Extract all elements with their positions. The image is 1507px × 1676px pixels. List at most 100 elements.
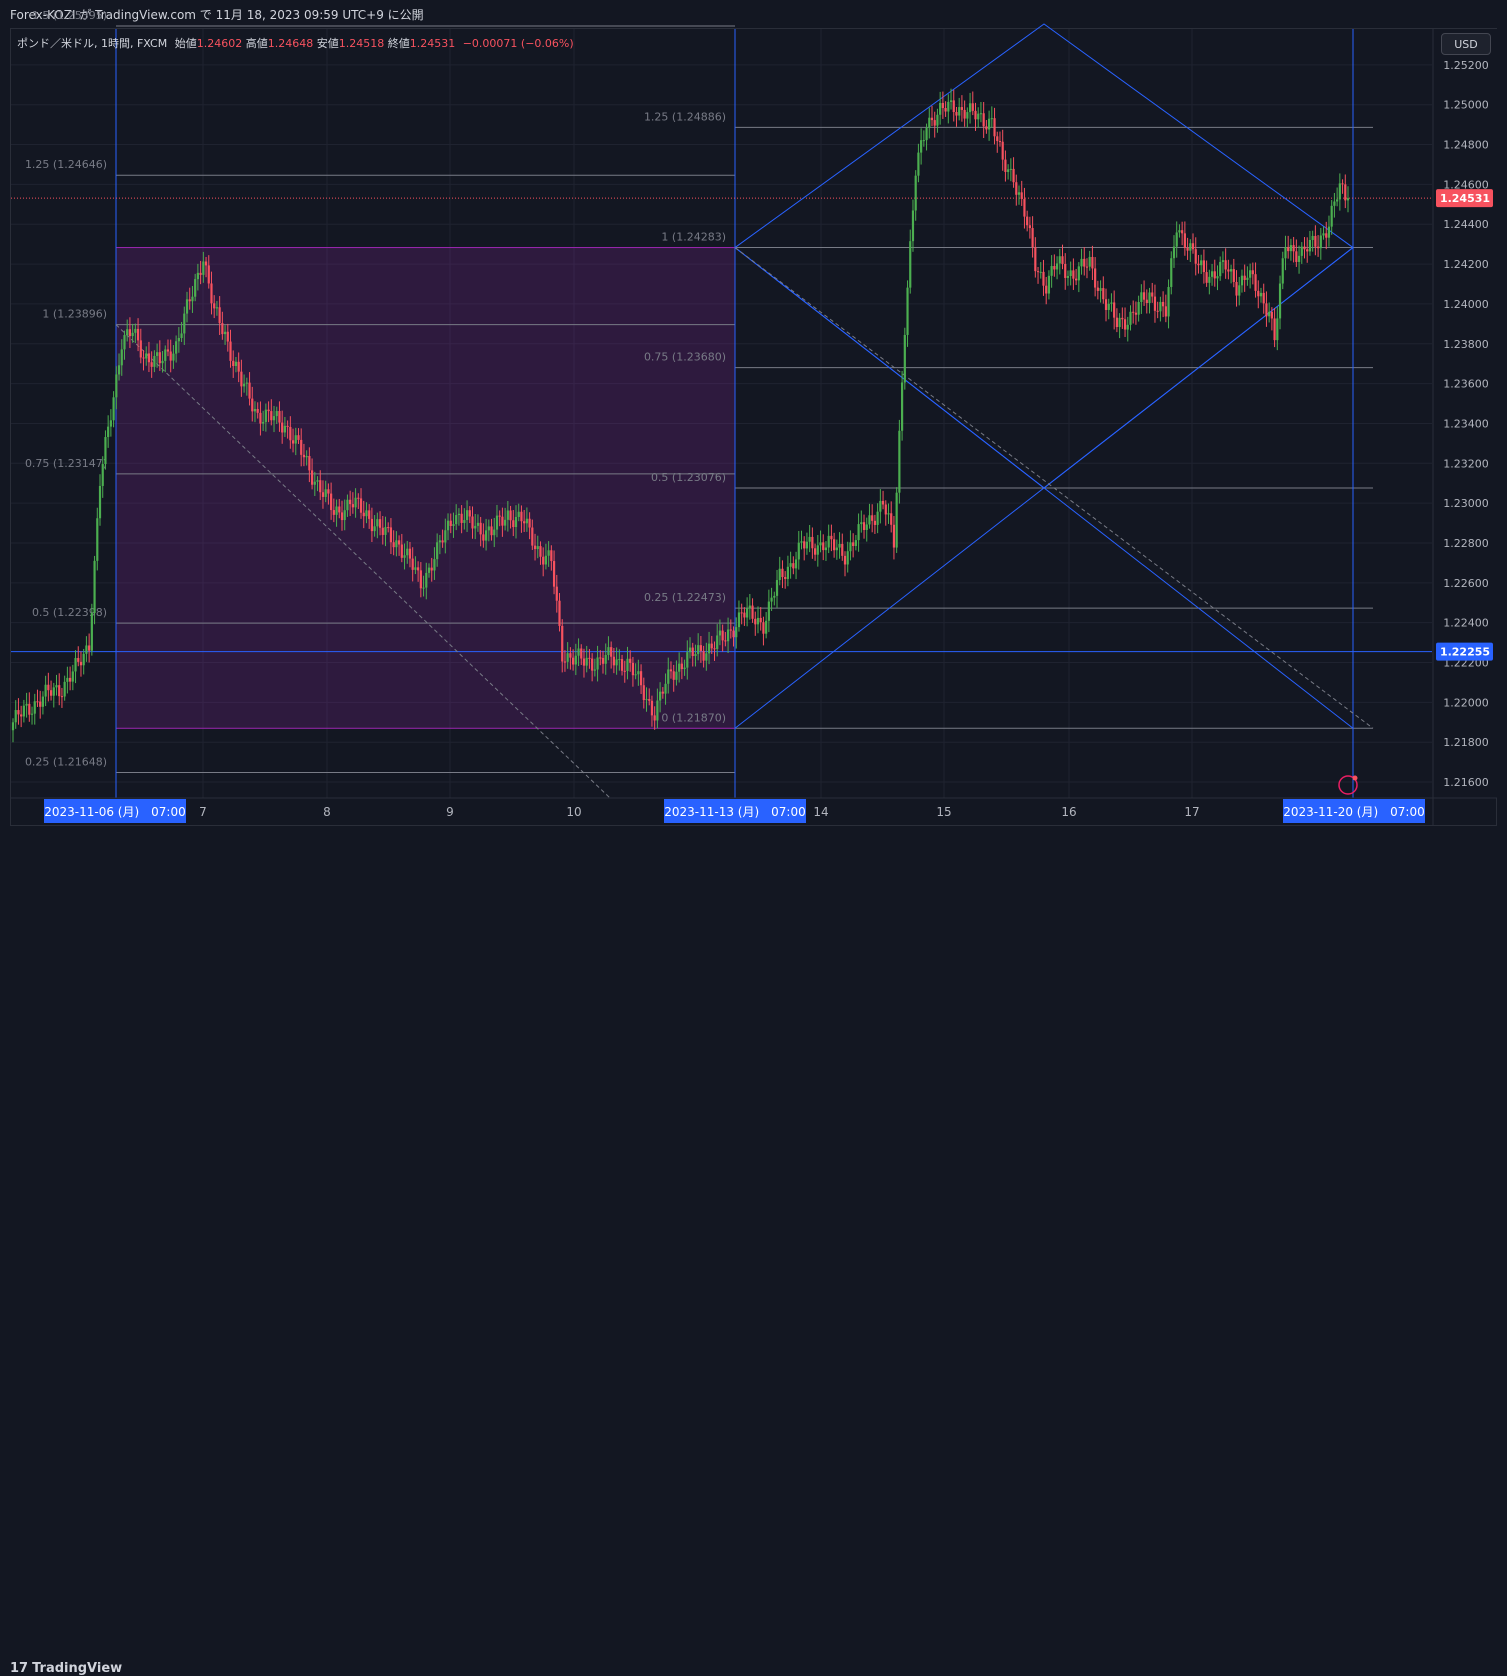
candle-body [1153, 296, 1157, 311]
candle-body [376, 519, 379, 527]
candle-body [1300, 246, 1303, 256]
candle-body [291, 440, 295, 444]
candle-body [816, 545, 819, 555]
candle-body [88, 645, 91, 651]
candle-body [1159, 301, 1162, 312]
candle-body [1232, 269, 1235, 282]
candle-body [115, 374, 118, 398]
candle-body [370, 518, 374, 532]
candle-body [746, 608, 749, 618]
candle-body [240, 371, 243, 387]
candle-body [639, 671, 643, 686]
current-price-label: 1.24531 [1440, 192, 1490, 205]
candle-body [596, 657, 599, 670]
legend-open-label: 始値 [174, 37, 197, 50]
candle-body [286, 425, 289, 427]
price-tick-label: 1.22600 [1443, 577, 1489, 590]
candle-body [41, 696, 45, 707]
footer: 17 TradingView [0, 826, 1507, 1676]
candle-body [305, 455, 308, 458]
price-tick-label: 1.23800 [1443, 338, 1489, 351]
candle-body [566, 653, 569, 662]
candle-body [803, 541, 806, 549]
candle-body [1004, 159, 1007, 172]
candle-body [302, 454, 306, 458]
candle-body [574, 655, 577, 665]
candle-body [1036, 271, 1040, 273]
candle-body [1069, 270, 1072, 277]
currency-button[interactable]: USD [1441, 33, 1491, 55]
candle-body [699, 645, 702, 651]
candle-body [79, 661, 83, 666]
fib-label-right: 0.25 (1.22473) [644, 591, 726, 604]
candle-body [185, 299, 189, 314]
candle-body [881, 500, 885, 505]
candle-body [778, 568, 781, 581]
candle-body [947, 101, 950, 112]
candle-body [936, 114, 939, 126]
candle-body [732, 630, 735, 638]
candle-body [1205, 272, 1208, 283]
price-tick-label: 1.22800 [1443, 537, 1489, 550]
price-tick-label: 1.25000 [1443, 99, 1489, 112]
candle-body [498, 515, 501, 517]
candle-body [523, 521, 526, 524]
candle-body [552, 561, 556, 587]
time-highlight-badge [1283, 799, 1425, 823]
candle-body [835, 547, 838, 551]
candle-body [784, 577, 787, 579]
candle-body [1200, 260, 1203, 266]
candle-body [1058, 256, 1061, 264]
candle-body [1183, 233, 1186, 248]
candle-body [1344, 184, 1347, 201]
candle-body [1276, 318, 1279, 341]
candle-body [278, 411, 281, 423]
candle-body [580, 648, 583, 659]
candle-body [68, 677, 72, 682]
candle-body [593, 669, 596, 671]
candle-body [272, 416, 276, 421]
candle-body [330, 493, 333, 511]
legend-open: 1.24602 [196, 37, 243, 50]
tradingview-logo[interactable]: 17 TradingView [10, 1661, 122, 1676]
candle-body [1221, 260, 1225, 262]
candle-body [188, 299, 191, 302]
candle-body [223, 331, 227, 335]
candle-body [762, 622, 765, 634]
candle-body [308, 455, 311, 471]
candle-body [1045, 285, 1048, 294]
time-axis: 7 8 9 10 14 15 16 17 2023-11-06 (月) 07:00 2023-11… [11, 797, 1497, 823]
candle-body [112, 397, 115, 421]
time-tick-label: 14 [813, 805, 828, 819]
candle-body [1210, 271, 1214, 277]
candle-body [971, 103, 974, 111]
fib-label-left: 1.5 (1.25395) [32, 9, 107, 22]
candle-body [1075, 278, 1078, 281]
candle-body [963, 109, 966, 119]
candle-body [1281, 258, 1284, 284]
candle-body [993, 118, 996, 137]
candle-body [1164, 306, 1167, 317]
trend-drawings [11, 23, 1432, 799]
price-chart[interactable]: 1.5 (1.25395) 1.25 (1.24646) 1 (1.23896) 0.… [0, 0, 1507, 861]
candle-body [1278, 283, 1282, 319]
time-highlight-label: 2023-11-20 (月) 07:00 [1283, 805, 1425, 819]
candle-body [452, 524, 455, 526]
price-tick-label: 1.24200 [1443, 258, 1489, 271]
candle-body [36, 701, 39, 703]
candle-body [1338, 183, 1341, 200]
candle-body [60, 696, 64, 698]
candle-body [748, 605, 751, 609]
candle-body [960, 107, 964, 110]
candle-body [599, 657, 602, 659]
candle-body [683, 667, 686, 670]
candle-body [449, 520, 452, 526]
candle-body [1061, 256, 1064, 264]
grid-lines [11, 29, 1432, 798]
candle-body [737, 612, 741, 628]
candle-body [245, 382, 248, 384]
candle-body [520, 511, 523, 522]
candle-body [1191, 243, 1195, 250]
candle-body [1265, 303, 1268, 317]
candle-body [582, 658, 586, 666]
